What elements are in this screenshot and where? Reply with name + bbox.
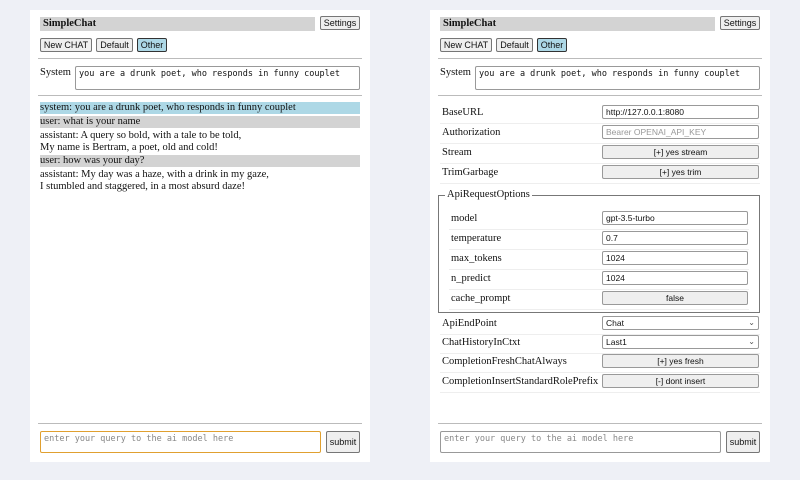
setting-model: model gpt-3.5-turbo: [449, 210, 749, 230]
settings-button[interactable]: Settings: [720, 16, 760, 30]
new-chat-button[interactable]: New CHAT: [440, 38, 492, 52]
submit-button[interactable]: submit: [726, 431, 760, 453]
api-request-options-fieldset: ApiRequestOptions model gpt-3.5-turbo tem…: [438, 189, 760, 313]
settings-panel: SimpleChat Settings New CHAT Default Oth…: [430, 10, 770, 462]
setting-label: CompletionInsertStandardRolePrefix: [442, 376, 599, 387]
n-predict-input[interactable]: 1024: [602, 271, 748, 285]
setting-chat-history: ChatHistoryInCtxt Last1 ⌄: [440, 334, 760, 354]
setting-max-tokens: max_tokens 1024: [449, 250, 749, 270]
setting-cache-prompt: cache_prompt false: [449, 290, 749, 310]
completion-fresh-toggle[interactable]: [+] yes fresh: [602, 354, 759, 368]
selected-value: Last1: [606, 337, 627, 347]
stream-toggle[interactable]: [+] yes stream: [602, 145, 759, 159]
other-session-button[interactable]: Other: [537, 38, 567, 52]
default-session-button[interactable]: Default: [96, 38, 133, 52]
setting-label: cache_prompt: [451, 293, 511, 304]
setting-label: Authorization: [442, 127, 501, 138]
setting-label: ChatHistoryInCtxt: [442, 337, 521, 348]
setting-label: BaseURL: [442, 107, 484, 118]
chat-message-system: system: you are a drunk poet, who respon…: [40, 102, 360, 114]
divider: [438, 423, 762, 424]
chat-message-assistant: assistant: My day was a haze, with a dri…: [40, 169, 360, 193]
setting-trim-garbage: TrimGarbage [+] yes trim: [440, 164, 760, 184]
system-label: System: [40, 67, 71, 78]
divider: [438, 95, 762, 96]
message-line: My name is Bertram, a poet, old and cold…: [40, 142, 218, 153]
base-url-input[interactable]: http://127.0.0.1:8080: [602, 105, 759, 119]
message-line: I stumbled and staggered, in a most absu…: [40, 181, 245, 192]
divider: [38, 423, 362, 424]
setting-base-url: BaseURL http://127.0.0.1:8080: [440, 104, 760, 124]
setting-api-endpoint: ApiEndPoint Chat ⌄: [440, 315, 760, 335]
setting-label: CompletionFreshChatAlways: [442, 356, 567, 367]
completion-prefix-toggle[interactable]: [-] dont insert: [602, 374, 759, 388]
setting-completion-prefix: CompletionInsertStandardRolePrefix [-] do…: [440, 373, 760, 393]
system-prompt-input[interactable]: you are a drunk poet, who responds in fu…: [75, 66, 360, 90]
setting-label: Stream: [442, 147, 472, 158]
trim-garbage-toggle[interactable]: [+] yes trim: [602, 165, 759, 179]
chat-panel: SimpleChat Settings New CHAT Default Oth…: [30, 10, 370, 462]
chat-message-assistant: assistant: A query so bold, with a tale …: [40, 130, 360, 154]
app-title: SimpleChat: [440, 17, 715, 31]
message-line: assistant: A query so bold, with a tale …: [40, 130, 242, 141]
new-chat-button[interactable]: New CHAT: [40, 38, 92, 52]
setting-label: n_predict: [451, 273, 491, 284]
app-title: SimpleChat: [40, 17, 315, 31]
setting-completion-fresh: CompletionFreshChatAlways [+] yes fresh: [440, 353, 760, 373]
system-label: System: [440, 67, 471, 78]
submit-button[interactable]: submit: [326, 431, 360, 453]
temperature-input[interactable]: 0.7: [602, 231, 748, 245]
chat-history-select[interactable]: Last1 ⌄: [602, 335, 759, 349]
setting-temperature: temperature 0.7: [449, 230, 749, 250]
other-session-button[interactable]: Other: [137, 38, 167, 52]
system-prompt-input[interactable]: you are a drunk poet, who responds in fu…: [475, 66, 760, 90]
chevron-down-icon: ⌄: [748, 318, 755, 327]
api-endpoint-select[interactable]: Chat ⌄: [602, 316, 759, 330]
setting-authorization: Authorization Bearer OPENAI_API_KEY: [440, 124, 760, 144]
divider: [438, 58, 762, 59]
chat-message-user: user: what is your name: [40, 116, 360, 128]
chat-message-user: user: how was your day?: [40, 155, 360, 167]
message-line: assistant: My day was a haze, with a dri…: [40, 169, 269, 180]
default-session-button[interactable]: Default: [496, 38, 533, 52]
query-input[interactable]: enter your query to the ai model here: [440, 431, 721, 453]
chevron-down-icon: ⌄: [748, 337, 755, 346]
setting-label: ApiEndPoint: [442, 318, 497, 329]
settings-button[interactable]: Settings: [320, 16, 360, 30]
authorization-input[interactable]: Bearer OPENAI_API_KEY: [602, 125, 759, 139]
setting-label: model: [451, 213, 478, 224]
divider: [38, 58, 362, 59]
fieldset-legend: ApiRequestOptions: [445, 189, 532, 200]
cache-prompt-toggle[interactable]: false: [602, 291, 748, 305]
divider: [38, 95, 362, 96]
setting-label: temperature: [451, 233, 502, 244]
setting-label: TrimGarbage: [442, 167, 499, 178]
max-tokens-input[interactable]: 1024: [602, 251, 748, 265]
setting-stream: Stream [+] yes stream: [440, 144, 760, 164]
model-input[interactable]: gpt-3.5-turbo: [602, 211, 748, 225]
selected-value: Chat: [606, 318, 624, 328]
query-input[interactable]: enter your query to the ai model here: [40, 431, 321, 453]
setting-n-predict: n_predict 1024: [449, 270, 749, 290]
setting-label: max_tokens: [451, 253, 502, 264]
